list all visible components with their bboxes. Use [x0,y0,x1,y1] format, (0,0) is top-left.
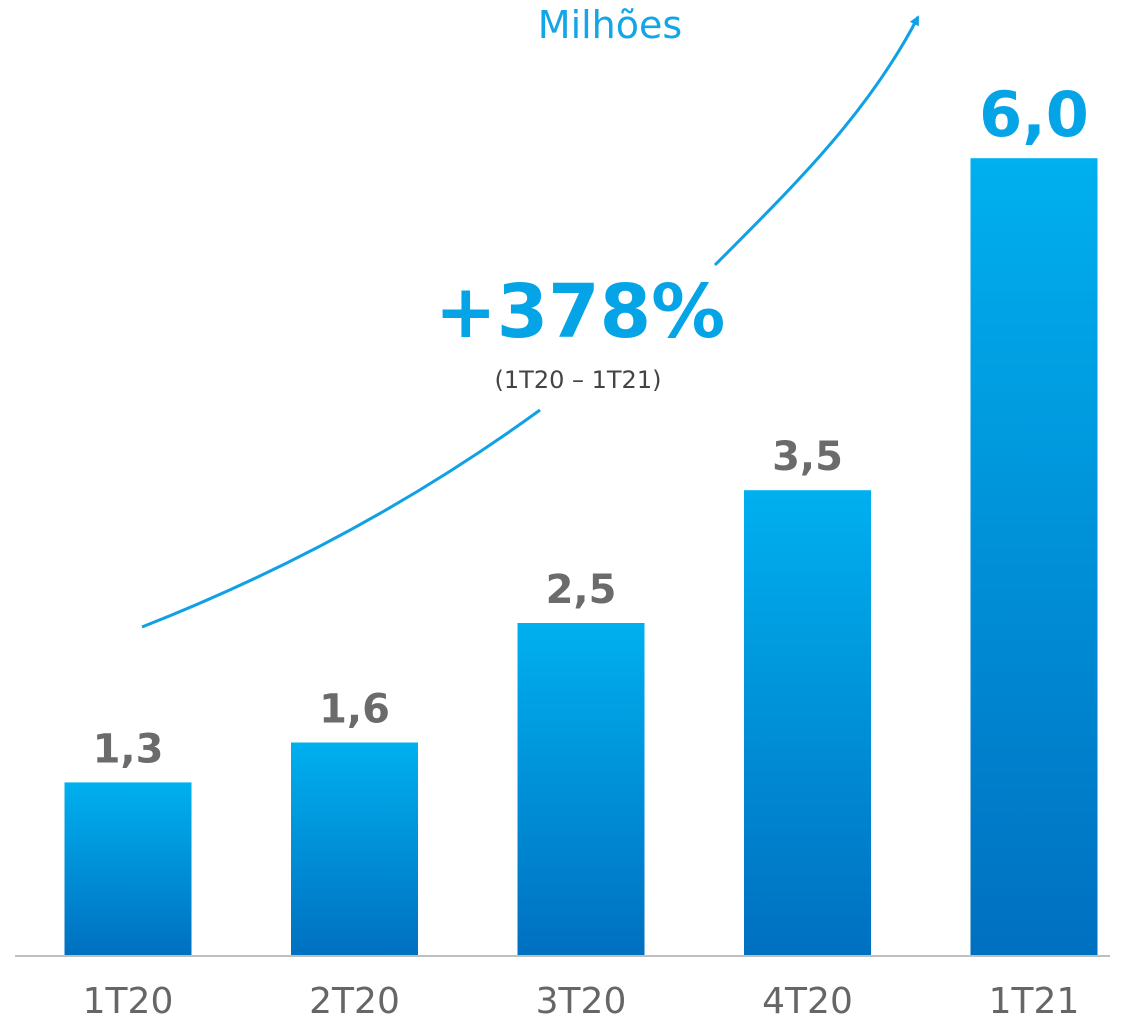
bar-series: 1,3 1T20 1,6 2T20 2,5 3T20 3,5 4T20 6,0 1T21 [64,78,1098,1019]
x-tick-label-2t20: 2T20 [309,981,400,1019]
value-label-1t20: 1,3 [93,726,164,772]
bar-1t20 [64,782,192,955]
growth-arrow-lower [141,408,541,629]
x-tick-label-1t21: 1T21 [989,981,1080,1019]
x-tick-label-4t20: 4T20 [762,981,853,1019]
bar-3t20 [517,623,645,955]
value-label-3t20: 2,5 [546,567,617,613]
bar-1t21 [970,158,1098,955]
value-label-2t20: 1,6 [319,687,390,733]
bar-2t20 [291,742,418,955]
growth-percentage: +378% [435,269,726,355]
value-label-1t21: 6,0 [979,78,1089,151]
units-label: Milhões [538,3,682,47]
x-tick-label-1t20: 1T20 [83,981,174,1019]
x-tick-label-3t20: 3T20 [536,981,627,1019]
bar-4t20 [744,490,871,955]
growth-period: (1T20 – 1T21) [495,366,662,394]
growth-arrow-upper [713,15,920,267]
value-label-4t20: 3,5 [772,434,843,480]
